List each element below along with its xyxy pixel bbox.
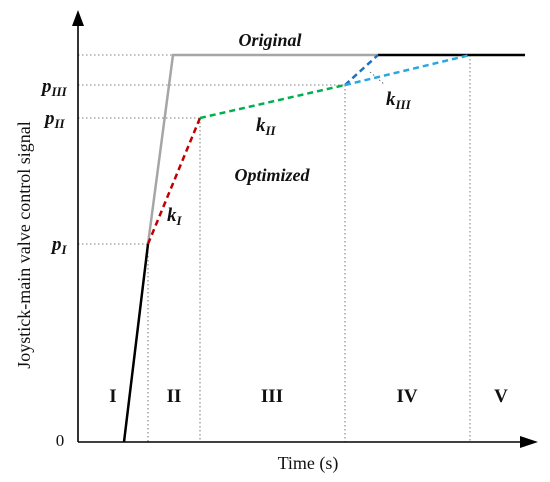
label-p-i-sub: I xyxy=(61,242,68,257)
label-p-iii-base: p xyxy=(40,76,52,97)
original-label: Original xyxy=(238,30,301,50)
label-k-iii-base: k xyxy=(386,89,396,110)
common-start-segment xyxy=(122,243,150,443)
label-p-i-base: p xyxy=(50,234,62,255)
phase-label-2: II xyxy=(167,386,182,407)
phase-label-1: I xyxy=(109,386,116,407)
optimized-segment-k-i xyxy=(146,117,202,245)
label-p-iii: pIII xyxy=(40,76,68,99)
origin-label: 0 xyxy=(56,431,65,450)
y-axis-title: Joystick-main valve control signal xyxy=(14,121,34,368)
optimized-segment-k-ii xyxy=(199,83,346,120)
axes xyxy=(77,18,528,443)
label-p-i: pI xyxy=(50,234,68,257)
optimized-segment-k-iii-dark xyxy=(344,54,379,86)
phase-label-3: III xyxy=(261,386,283,407)
x-axis-arrowhead xyxy=(520,436,538,448)
label-k-iii: kIII xyxy=(386,89,412,112)
label-p-ii-sub: II xyxy=(54,116,66,131)
phase-label-4: IV xyxy=(396,386,417,407)
label-k-ii: kII xyxy=(256,115,277,138)
label-p-iii-sub: III xyxy=(51,84,68,99)
original-curve xyxy=(146,53,378,245)
label-k-ii-base: k xyxy=(256,115,266,136)
label-k-iii-sub: III xyxy=(395,97,412,112)
label-p-ii-base: p xyxy=(43,108,55,129)
optimized-segment-k-iii-light xyxy=(344,53,471,87)
label-k-ii-sub: II xyxy=(265,123,277,138)
phase-label-5: V xyxy=(494,386,508,407)
guide-lines xyxy=(78,54,471,442)
label-k-i-sub: I xyxy=(176,213,183,228)
optimized-label: Optimized xyxy=(235,165,311,185)
label-p-ii: pII xyxy=(43,108,66,131)
label-k-i-base: k xyxy=(167,205,177,226)
label-k-i: kI xyxy=(167,205,183,228)
y-axis-arrowhead xyxy=(72,10,84,26)
x-axis-title: Time (s) xyxy=(278,453,339,474)
